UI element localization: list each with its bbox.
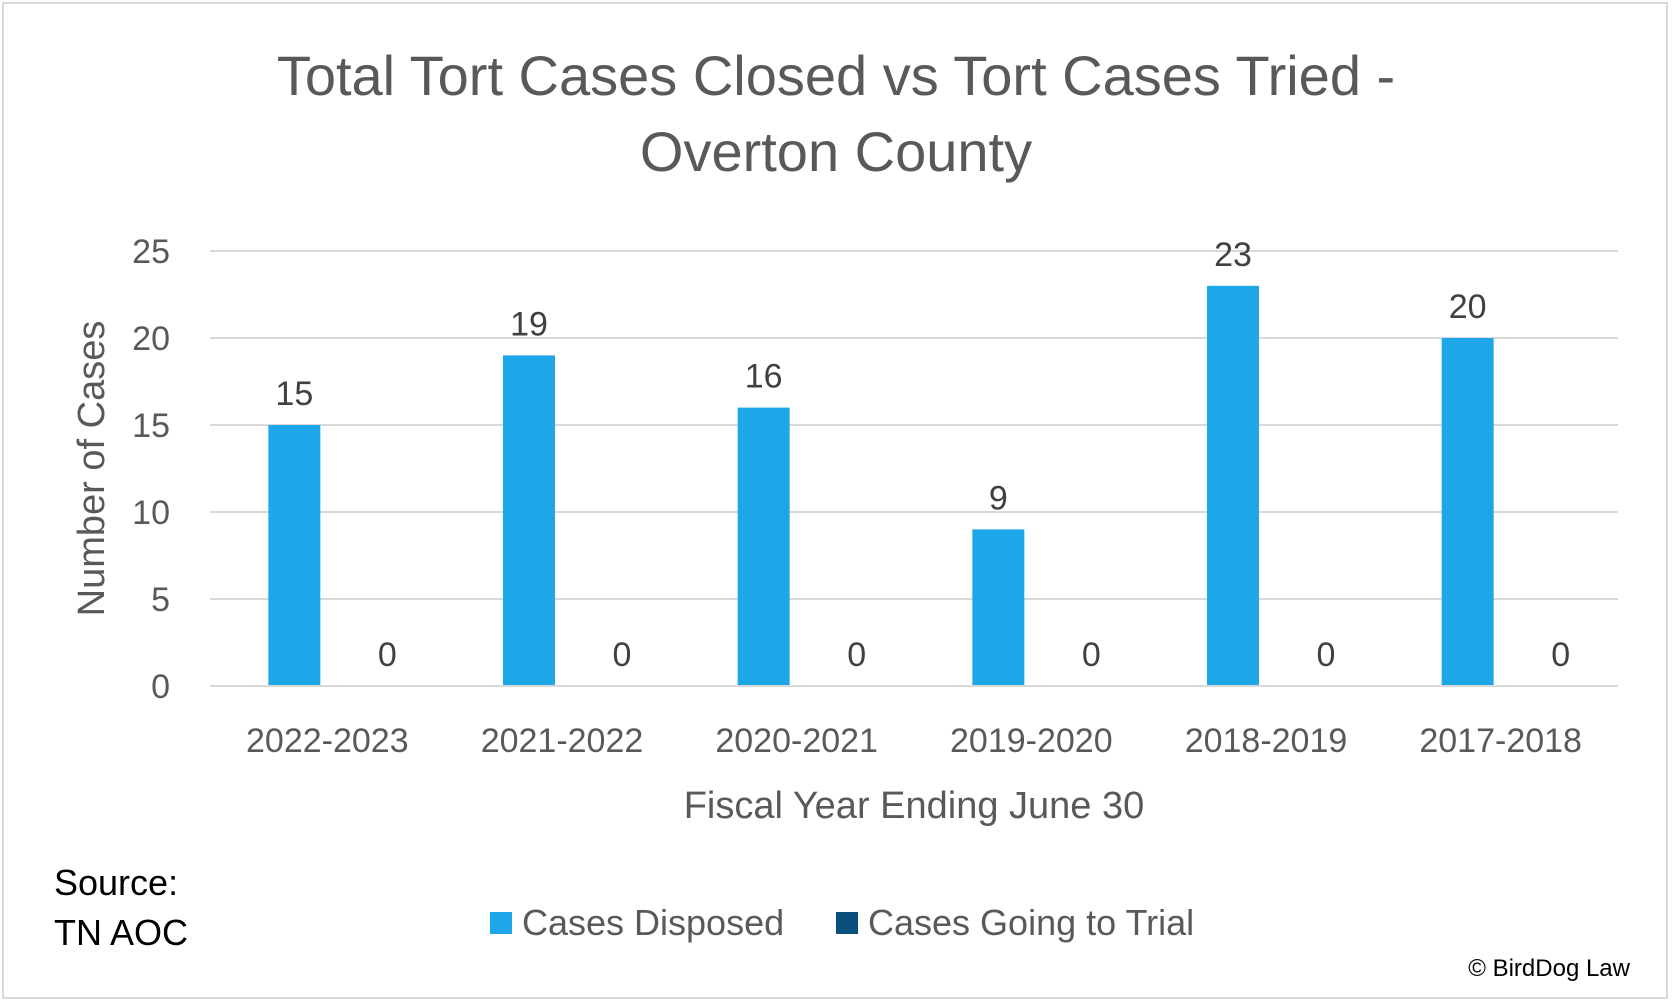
x-tick-label: 2019-2020 bbox=[950, 722, 1113, 760]
x-tick-label: 2018-2019 bbox=[1185, 722, 1348, 760]
data-label: 0 bbox=[1317, 636, 1336, 674]
legend-swatch-cases-disposed bbox=[490, 912, 512, 934]
x-axis-label: Fiscal Year Ending June 30 bbox=[684, 785, 1145, 827]
legend-label-cases-going-to-trial: Cases Going to Trial bbox=[868, 902, 1195, 943]
y-tick-label: 0 bbox=[151, 668, 170, 706]
bar-cases-disposed-2020-2021 bbox=[737, 407, 790, 686]
x-tick-label: 2022-2023 bbox=[246, 722, 409, 760]
data-label: 19 bbox=[510, 305, 548, 343]
data-label: 9 bbox=[989, 479, 1008, 517]
y-tick-label: 25 bbox=[132, 233, 170, 271]
bar-cases-disposed-2017-2018 bbox=[1441, 338, 1494, 686]
source-line-2: TN AOC bbox=[54, 912, 189, 953]
data-label: 0 bbox=[1082, 636, 1101, 674]
bar-cases-disposed-2019-2020 bbox=[972, 529, 1025, 686]
x-tick-label: 2020-2021 bbox=[715, 722, 878, 760]
data-label: 15 bbox=[275, 375, 313, 413]
data-label: 0 bbox=[378, 636, 397, 674]
legend-swatch-cases-going-to-trial bbox=[836, 912, 858, 934]
y-tick-label: 5 bbox=[151, 581, 170, 619]
legend-label-cases-disposed: Cases Disposed bbox=[522, 902, 785, 943]
data-label: 20 bbox=[1449, 288, 1487, 326]
y-tick-label: 15 bbox=[132, 407, 170, 445]
data-label: 0 bbox=[613, 636, 632, 674]
copyright-note: © BirdDog Law bbox=[1468, 955, 1630, 982]
source-note: Source: TN AOC bbox=[54, 858, 188, 958]
source-line-1: Source: bbox=[54, 862, 179, 903]
legend-item-cases-going-to-trial: Cases Going to Trial bbox=[836, 902, 1194, 944]
bar-cases-disposed-2021-2022 bbox=[503, 355, 555, 686]
y-tick-label: 10 bbox=[132, 494, 170, 532]
data-label: 23 bbox=[1214, 236, 1252, 274]
chart-title-line-1: Total Tort Cases Closed vs Tort Cases Tr… bbox=[276, 44, 1396, 107]
x-tick-label: 2021-2022 bbox=[481, 722, 644, 760]
y-tick-label: 20 bbox=[132, 320, 170, 358]
legend: Cases Disposed Cases Going to Trial bbox=[0, 902, 1672, 952]
chart-title-line-2: Overton County bbox=[639, 120, 1033, 183]
chart-title: Total Tort Cases Closed vs Tort Cases Tr… bbox=[0, 38, 1672, 190]
bar-cases-disposed-2018-2019 bbox=[1207, 285, 1259, 686]
data-label: 0 bbox=[1551, 636, 1570, 674]
x-tick-label: 2017-2018 bbox=[1419, 722, 1582, 760]
bar-cases-disposed-2022-2023 bbox=[268, 425, 321, 686]
data-label: 0 bbox=[847, 636, 866, 674]
legend-item-cases-disposed: Cases Disposed bbox=[490, 902, 784, 944]
y-axis-label: Number of Cases bbox=[71, 321, 113, 617]
data-label: 16 bbox=[745, 358, 783, 396]
